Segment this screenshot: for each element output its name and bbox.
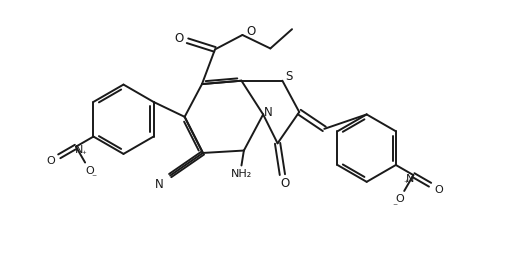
Text: ⁺: ⁺ [81, 150, 86, 159]
Text: O: O [47, 156, 55, 166]
Text: O: O [280, 177, 289, 190]
Text: N: N [264, 106, 272, 119]
Text: ⁻: ⁻ [92, 173, 97, 183]
Text: O: O [246, 25, 256, 38]
Text: ⁻: ⁻ [392, 202, 397, 212]
Text: N: N [75, 145, 83, 155]
Text: O: O [434, 184, 443, 194]
Text: N: N [155, 178, 164, 191]
Text: ⁺: ⁺ [404, 179, 408, 188]
Text: O: O [395, 194, 404, 204]
Text: O: O [86, 166, 94, 176]
Text: S: S [285, 70, 293, 83]
Text: O: O [175, 32, 184, 45]
Text: N: N [406, 174, 414, 184]
Text: NH₂: NH₂ [231, 169, 252, 179]
